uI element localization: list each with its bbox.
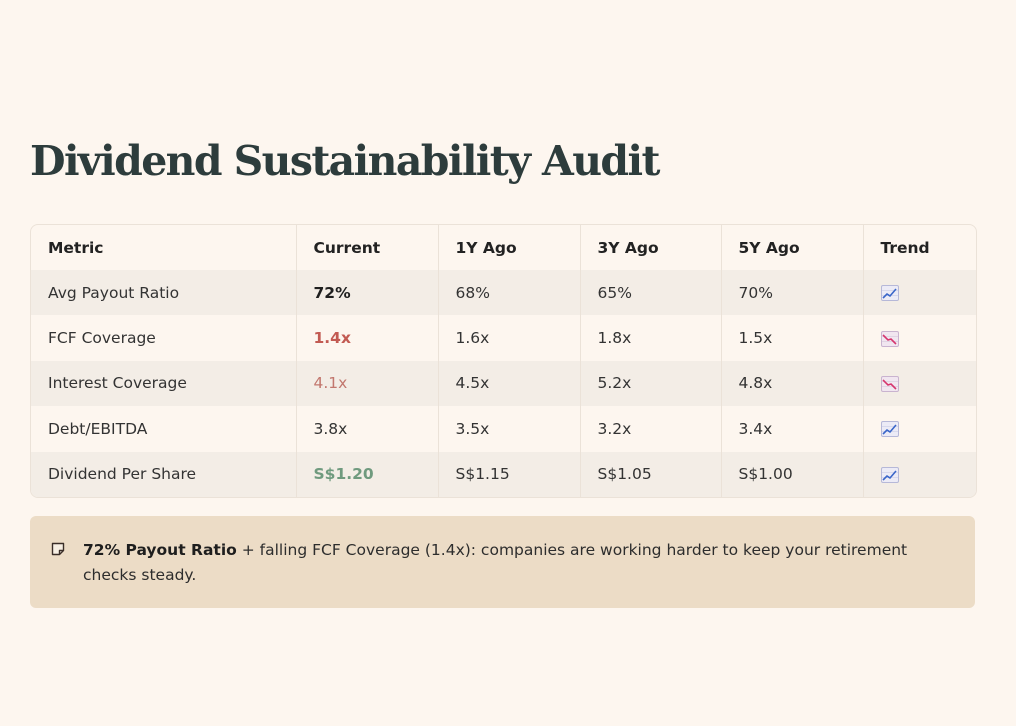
chart-increasing-icon	[880, 466, 899, 483]
header-3y-ago: 3Y Ago	[580, 225, 722, 270]
y5-cell: 70%	[721, 270, 864, 316]
table-header-row: Metric Current 1Y Ago 3Y Ago 5Y Ago Tren…	[31, 225, 976, 270]
y3-cell: 5.2x	[580, 360, 722, 407]
y3-cell: 65%	[580, 270, 722, 316]
trend-cell	[863, 361, 976, 406]
trend-cell	[863, 270, 976, 315]
trend-cell	[863, 452, 976, 497]
audit-table: Metric Current 1Y Ago 3Y Ago 5Y Ago Tren…	[31, 225, 976, 497]
metric-cell: Avg Payout Ratio	[31, 270, 297, 316]
current-cell: 3.8x	[296, 406, 439, 452]
y5-cell: S$1.00	[721, 451, 864, 497]
table-row: FCF Coverage 1.4x 1.6x 1.8x 1.5x	[31, 315, 976, 361]
y1-cell: 1.6x	[438, 315, 581, 361]
callout-body: + falling FCF Coverage (1.4x): companies…	[83, 541, 908, 584]
y3-cell: S$1.05	[580, 451, 722, 497]
table-row: Interest Coverage 4.1x 4.5x 5.2x 4.8x	[31, 360, 976, 407]
trend-cell	[863, 315, 976, 360]
header-trend: Trend	[880, 238, 930, 257]
current-cell: 4.1x	[296, 360, 439, 407]
y3-cell: 3.2x	[580, 406, 722, 452]
y1-cell: S$1.15	[438, 451, 581, 497]
metric-cell: FCF Coverage	[31, 315, 297, 361]
table-row: Debt/EBITDA 3.8x 3.5x 3.2x 3.4x	[31, 406, 976, 452]
header-current: Current	[296, 225, 439, 270]
y5-cell: 1.5x	[721, 315, 864, 361]
metric-cell: Debt/EBITDA	[31, 406, 297, 452]
metric-cell: Dividend Per Share	[31, 451, 297, 497]
chart-decreasing-icon	[880, 375, 899, 392]
memo-icon	[51, 542, 65, 556]
y1-cell: 68%	[438, 270, 581, 316]
y5-cell: 3.4x	[721, 406, 864, 452]
current-cell: 1.4x	[296, 315, 439, 361]
insight-callout: 72% Payout Ratio + falling FCF Coverage …	[30, 516, 975, 608]
metric-cell: Interest Coverage	[31, 360, 297, 407]
chart-increasing-icon	[880, 285, 899, 302]
chart-decreasing-icon	[880, 330, 899, 347]
header-1y-ago: 1Y Ago	[438, 225, 581, 270]
header-metric: Metric	[31, 225, 297, 270]
current-cell: S$1.20	[296, 451, 439, 497]
table-row: Avg Payout Ratio 72% 68% 65% 70%	[31, 270, 976, 316]
y5-cell: 4.8x	[721, 360, 864, 407]
y3-cell: 1.8x	[580, 315, 722, 361]
y1-cell: 4.5x	[438, 360, 581, 407]
callout-text: 72% Payout Ratio + falling FCF Coverage …	[83, 538, 953, 588]
header-5y-ago: 5Y Ago	[721, 225, 864, 270]
y1-cell: 3.5x	[438, 406, 581, 452]
table-row: Dividend Per Share S$1.20 S$1.15 S$1.05 …	[31, 451, 976, 497]
current-cell: 72%	[296, 270, 439, 316]
chart-increasing-icon	[880, 421, 899, 438]
audit-table-container: Metric Current 1Y Ago 3Y Ago 5Y Ago Tren…	[30, 224, 977, 498]
page-title: Dividend Sustainability Audit	[30, 137, 660, 185]
trend-cell	[863, 406, 976, 451]
callout-highlight: 72% Payout Ratio	[83, 541, 237, 559]
